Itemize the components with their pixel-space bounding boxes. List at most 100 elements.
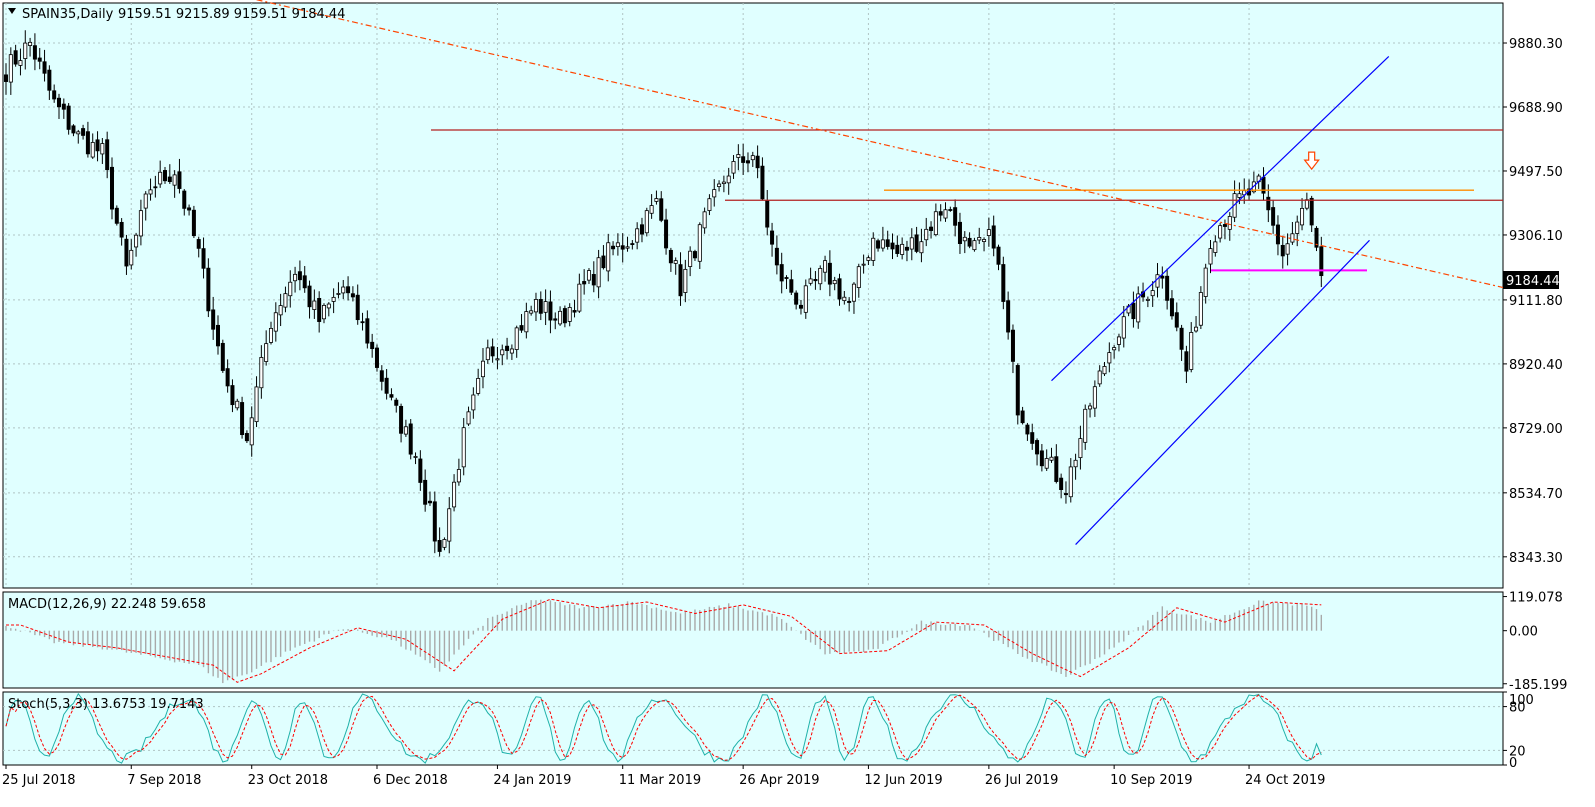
candle-body [254, 386, 259, 423]
time-tick-label: 26 Apr 2019 [739, 773, 819, 788]
candle-body [519, 325, 524, 331]
candle-body [668, 249, 673, 264]
candle-body [683, 268, 688, 293]
candle-body [630, 243, 635, 245]
candle-body [23, 42, 28, 59]
time-tick-label: 10 Sep 2019 [1110, 773, 1192, 788]
candle-body [1112, 347, 1117, 351]
candle-body [649, 205, 654, 214]
candle-body [1107, 352, 1112, 364]
candle-body [750, 155, 755, 161]
stoch-title: Stoch(5,3,3) 13.6753 19.7143 [8, 697, 204, 712]
candle-body [1088, 405, 1093, 410]
candle-body [876, 240, 881, 249]
candle-body [37, 57, 42, 62]
candle-body [529, 310, 534, 314]
candle-body [832, 280, 837, 285]
candle-body [900, 243, 905, 255]
candle-body [423, 479, 428, 505]
candle-body [143, 193, 148, 209]
candle-body [562, 308, 567, 324]
candle-body [1092, 386, 1097, 409]
candle-body [18, 60, 23, 66]
candle-body [1136, 293, 1141, 323]
candle-body [476, 378, 481, 394]
candle-body [355, 294, 360, 321]
price-tick-label: 8729.00 [1509, 422, 1563, 437]
macd-tick-label: -185.199 [1509, 678, 1567, 693]
candle-body [948, 209, 953, 211]
candle-body [760, 165, 765, 200]
candle-body [509, 348, 514, 354]
candle-body [490, 346, 495, 357]
candle-body [211, 309, 216, 330]
stoch-panel[interactable] [2, 691, 1504, 766]
candle-body [408, 423, 413, 455]
candle-body [765, 200, 770, 228]
price-tick-label: 9306.10 [1509, 229, 1563, 244]
channel-lower-line[interactable] [1075, 239, 1370, 545]
candle-body [119, 221, 124, 238]
candle-body [452, 481, 457, 508]
candle-body [736, 154, 741, 158]
candle-body [370, 341, 375, 350]
candle-body [505, 345, 510, 351]
candle-body [538, 299, 543, 314]
candle-body [851, 283, 856, 302]
candle-body [307, 285, 312, 308]
candle-body [182, 190, 187, 209]
candle-body [8, 54, 13, 83]
macd-tick-label: 0.00 [1509, 625, 1538, 640]
stoch-tick-label: 0 [1509, 756, 1517, 771]
candle-body [129, 249, 134, 266]
macd-panel[interactable] [2, 591, 1504, 689]
time-tick-label: 25 Jul 2018 [2, 773, 76, 788]
candle-body [1280, 244, 1285, 257]
candle-body [842, 296, 847, 302]
candle-body [394, 399, 399, 406]
candle-body [71, 125, 76, 134]
channel-upper-line[interactable] [1051, 56, 1390, 382]
candle-body [813, 278, 818, 282]
candle-body [582, 281, 587, 285]
candle-body [726, 175, 731, 184]
collapse-triangle-icon[interactable] [8, 8, 16, 14]
candle-body [933, 211, 938, 236]
candle-body [1208, 248, 1213, 265]
candle-body [721, 181, 726, 185]
sell-arrow-icon[interactable] [1303, 151, 1320, 171]
candle-body [548, 301, 553, 321]
candle-body [90, 142, 95, 158]
candle-body [798, 304, 803, 309]
candle-body [986, 229, 991, 236]
candle-body [95, 139, 100, 152]
candle-body [702, 211, 707, 229]
time-axis: 25 Jul 2018 7 Sep 2018 23 Oct 2018 6 Dec 20… [2, 765, 1325, 788]
price-panel[interactable] [2, 2, 1504, 589]
candle-body [938, 211, 943, 216]
candle-body [591, 274, 596, 286]
candle-body [1319, 246, 1324, 277]
candle-body [1020, 410, 1025, 424]
candle-body [553, 318, 558, 321]
time-tick-label: 12 Jun 2019 [864, 773, 942, 788]
candle-body [341, 286, 346, 294]
time-tick-label: 11 Mar 2019 [619, 773, 701, 788]
price-tick-label: 9688.90 [1509, 101, 1563, 116]
candle-body [437, 539, 442, 552]
candle-body [480, 360, 485, 378]
candle-body [717, 183, 722, 187]
candle-body [1165, 275, 1170, 301]
candle-body [914, 234, 919, 252]
candle-body [153, 186, 158, 189]
candle-body [577, 283, 582, 312]
downtrend-line[interactable] [256, 0, 1505, 289]
candle-body [124, 238, 129, 267]
candle-body [688, 250, 693, 267]
candle-body [596, 257, 601, 288]
candle-body [196, 239, 201, 249]
candle-body [28, 41, 33, 46]
candle-body [1160, 275, 1165, 279]
candle-body [890, 242, 895, 250]
